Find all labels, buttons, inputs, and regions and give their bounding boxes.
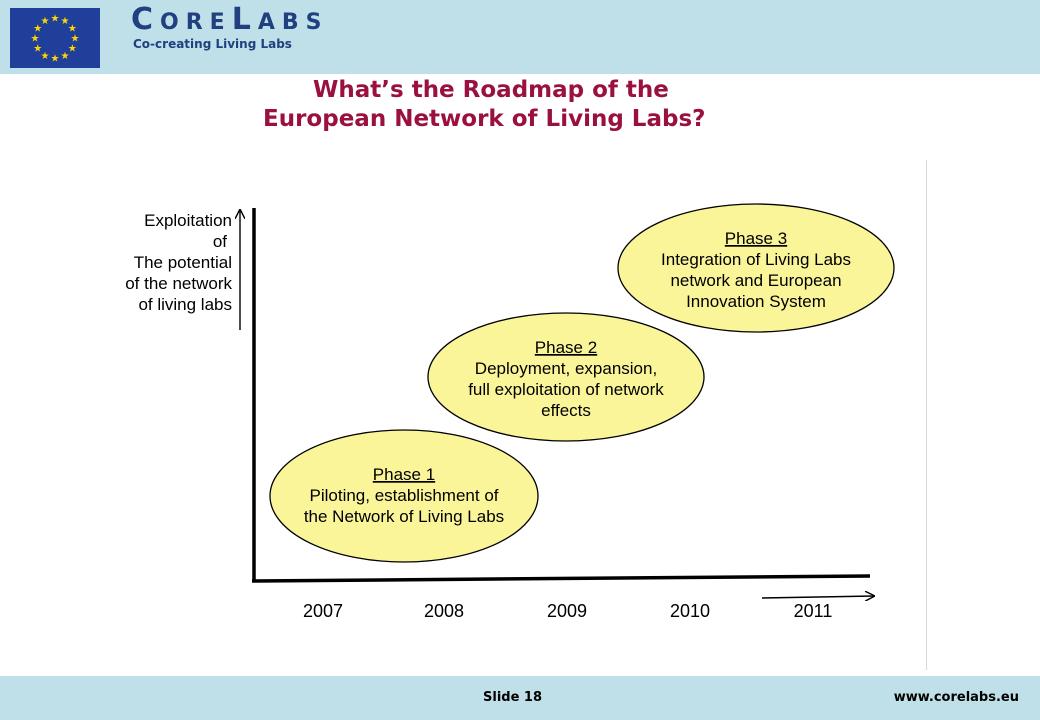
- eu-star-icon: ★: [41, 51, 50, 62]
- phase-description-line: Deployment, expansion,: [475, 359, 657, 378]
- divider-line: [926, 160, 927, 670]
- title-line-1: What’s the Roadmap of the: [313, 77, 669, 103]
- eu-star-icon: ★: [51, 54, 60, 65]
- phase-description-line: Piloting, establishment of: [310, 486, 499, 505]
- eu-star-icon: ★: [68, 44, 77, 55]
- phase-3: Phase 3 Integration of Living Labs network…: [617, 203, 895, 333]
- title-line-2: European Network of Living Labs?: [263, 106, 706, 132]
- phase-1: Phase 1 Piloting, establishment of the Net…: [269, 429, 539, 563]
- footer-bar: Slide 18 www.corelabs.eu: [0, 676, 1040, 720]
- year-label: 2009: [547, 601, 587, 621]
- phase-ellipse: [617, 203, 895, 333]
- eu-star-icon: ★: [33, 44, 42, 55]
- x-axis-line: [251, 574, 871, 583]
- tagline: Co-creating Living Labs: [133, 37, 292, 51]
- y-label-line: Exploitation: [144, 211, 232, 230]
- website-link[interactable]: www.corelabs.eu: [893, 690, 1019, 705]
- time-arrow: [761, 596, 874, 598]
- slide-number: Slide 18: [483, 690, 543, 705]
- y-label-line: of living labs: [138, 295, 232, 314]
- phase-heading: Phase 1: [373, 465, 435, 484]
- eu-stars: ★★★★★★★★★ ★ ★★: [31, 14, 80, 65]
- header-bar: ★ ★ ★ ★ ★ ★ ★ ★ ★ ★ ★ ★ CORELABS Co-creating Living…: [0, 0, 1040, 74]
- eu-star-icon: ★: [61, 16, 70, 27]
- phase-2: Phase 2 Deployment, expansion, full exploi…: [427, 312, 705, 442]
- phase-heading: Phase 3: [725, 229, 787, 248]
- phase-description-line: effects: [541, 401, 591, 420]
- eu-star-icon: ★: [71, 34, 80, 45]
- y-axis-label: Exploitation of The potential of the net…: [82, 210, 232, 315]
- eu-star-icon: ★: [41, 16, 50, 27]
- y-label-line: of: [212, 232, 227, 251]
- phase-description-line: full exploitation of network: [468, 380, 664, 399]
- phase-ellipse: [269, 429, 539, 563]
- year-label: 2010: [670, 601, 710, 621]
- year-label: 2007: [303, 601, 343, 621]
- phase-description-line: the Network of Living Labs: [304, 507, 504, 526]
- phase-description-line: Innovation System: [686, 292, 826, 311]
- eu-star-icon: ★: [31, 34, 40, 45]
- y-label-line: of the network: [125, 274, 232, 293]
- y-label-line: The potential: [133, 253, 232, 272]
- year-label: 2011: [794, 601, 833, 621]
- phase-ellipse: [427, 312, 705, 442]
- eu-star-icon: ★: [33, 24, 42, 35]
- eu-star-icon: ★: [68, 24, 77, 35]
- phase-description-line: network and European: [670, 271, 841, 290]
- eu-star-icon: ★: [61, 51, 70, 62]
- year-label: 2008: [424, 601, 464, 621]
- corelabs-logo: CORELABS: [131, 2, 329, 37]
- year-labels: 2007 2008 2009 2010 2011: [303, 601, 832, 621]
- eu-star-icon: ★: [51, 14, 60, 25]
- phase-heading: Phase 2: [535, 338, 597, 357]
- phase-ellipses: Phase 1 Piloting, establishment of the Net…: [269, 203, 895, 563]
- eu-flag-logo: ★ ★ ★ ★ ★ ★ ★ ★ ★ ★ ★ ★: [10, 8, 100, 68]
- phase-description-line: Integration of Living Labs: [661, 250, 851, 269]
